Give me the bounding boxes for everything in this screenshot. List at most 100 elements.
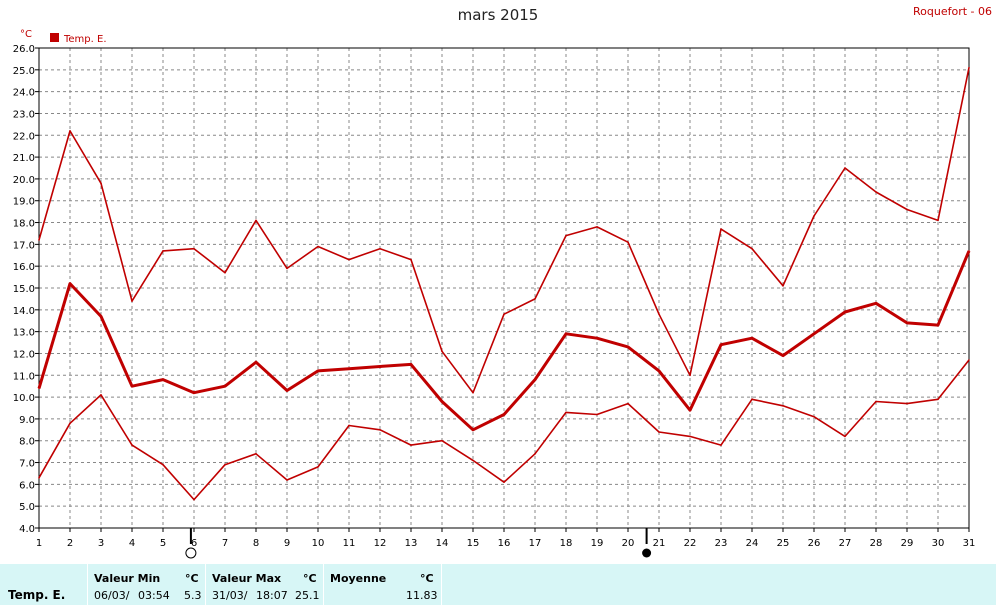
y-tick-label: 13.0 [13, 328, 35, 339]
y-tick-label: 7.0 [19, 459, 35, 470]
data-point-min [782, 405, 784, 407]
data-point-min [224, 463, 226, 466]
data-point-max [286, 267, 288, 270]
data-point-mean [813, 333, 815, 335]
data-point-mean [968, 250, 970, 252]
y-tick-label: 8.0 [19, 437, 35, 448]
x-tick-label: 25 [777, 538, 790, 549]
data-point-max [689, 374, 691, 377]
x-tick-label: 18 [560, 538, 573, 549]
x-tick-label: 27 [839, 538, 852, 549]
x-tick-label: 16 [498, 538, 511, 549]
x-tick-label: 22 [684, 538, 697, 549]
y-tick-label: 20.0 [13, 175, 35, 186]
data-point-max [379, 247, 381, 250]
max-time: 18:07 [256, 589, 288, 602]
data-point-mean [100, 315, 102, 318]
data-point-min [534, 453, 536, 455]
x-tick-label: 7 [222, 538, 228, 549]
data-point-max [658, 313, 660, 315]
data-point-min [658, 431, 660, 433]
data-point-mean [38, 387, 40, 390]
max-value: 25.1 [295, 589, 320, 602]
x-tick-label: 4 [129, 538, 135, 549]
legend-label: Temp. E. [63, 34, 107, 45]
data-point-mean [69, 282, 71, 285]
data-point-max [906, 208, 908, 211]
data-point-max [720, 228, 722, 230]
data-point-max [38, 239, 40, 241]
y-tick-label: 23.0 [13, 109, 35, 120]
x-tick-label: 30 [932, 538, 945, 549]
avg-value: 11.83 [406, 589, 438, 602]
data-point-min [689, 435, 691, 438]
y-tick-label: 11.0 [13, 371, 35, 382]
data-point-mean [193, 391, 195, 394]
data-point-max [441, 350, 443, 353]
x-tick-label: 5 [160, 538, 166, 549]
full-moon-icon [185, 547, 197, 559]
data-point-mean [751, 337, 753, 339]
y-tick-label: 26.0 [13, 44, 35, 55]
data-point-min [720, 444, 722, 446]
data-point-min [813, 415, 815, 418]
data-point-mean [379, 365, 381, 368]
data-point-max [596, 226, 598, 228]
data-point-min [937, 398, 939, 401]
x-tick-label: 31 [963, 538, 976, 549]
x-tick-label: 28 [870, 538, 883, 549]
data-point-mean [782, 354, 784, 357]
data-point-mean [410, 363, 412, 366]
x-tick-label: 9 [284, 538, 290, 549]
data-point-max [472, 391, 474, 394]
x-tick-label: 11 [343, 538, 356, 549]
x-tick-label: 14 [436, 538, 449, 549]
data-point-mean [627, 346, 629, 348]
data-point-max [844, 167, 846, 169]
y-tick-label: 5.0 [19, 502, 35, 513]
data-point-max [100, 182, 102, 185]
max-stat-cell: Valeur Max °C 31/03/ 18:07 25.1 [206, 564, 324, 605]
x-tick-label: 17 [529, 538, 542, 549]
legend-swatch [50, 33, 59, 42]
data-point-min [131, 444, 133, 446]
data-point-min [38, 477, 40, 479]
min-date: 06/03/ [94, 589, 130, 602]
data-point-mean [534, 378, 536, 381]
y-tick-label: 19.0 [13, 197, 35, 208]
max-unit: °C [303, 572, 317, 585]
data-point-min [100, 394, 102, 396]
min-label: Valeur Min [94, 572, 161, 585]
y-tick-label: 24.0 [13, 88, 35, 99]
data-point-min [875, 400, 877, 403]
data-point-mean [286, 389, 288, 392]
data-point-min [844, 435, 846, 438]
avg-unit: °C [420, 572, 434, 585]
data-point-min [255, 453, 257, 455]
data-point-min [69, 422, 71, 425]
data-point-min [968, 359, 970, 361]
data-point-min [627, 402, 629, 405]
data-point-mean [658, 370, 660, 372]
y-tick-label: 14.0 [13, 306, 35, 317]
data-point-max [503, 313, 505, 315]
data-point-mean [441, 400, 443, 403]
chart-title: mars 2015 [457, 6, 539, 24]
data-point-min [193, 498, 195, 501]
data-point-max [224, 271, 226, 274]
data-point-max [317, 245, 319, 248]
data-point-mean [906, 322, 908, 324]
temperature-chart: 4.05.06.07.08.09.010.011.012.013.014.015… [13, 29, 976, 559]
data-point-max [813, 215, 815, 217]
plot-frame [38, 47, 970, 529]
y-tick-label: 9.0 [19, 415, 35, 426]
max-label: Valeur Max [212, 572, 282, 585]
footer-series-cell: Temp. E. [0, 564, 88, 605]
data-point-max [348, 258, 350, 261]
min-value: 5.3 [184, 589, 202, 602]
data-point-max [534, 298, 536, 300]
data-point-max [162, 250, 164, 252]
data-point-mean [472, 429, 474, 431]
data-point-min [472, 459, 474, 462]
x-tick-label: 1 [36, 538, 42, 549]
